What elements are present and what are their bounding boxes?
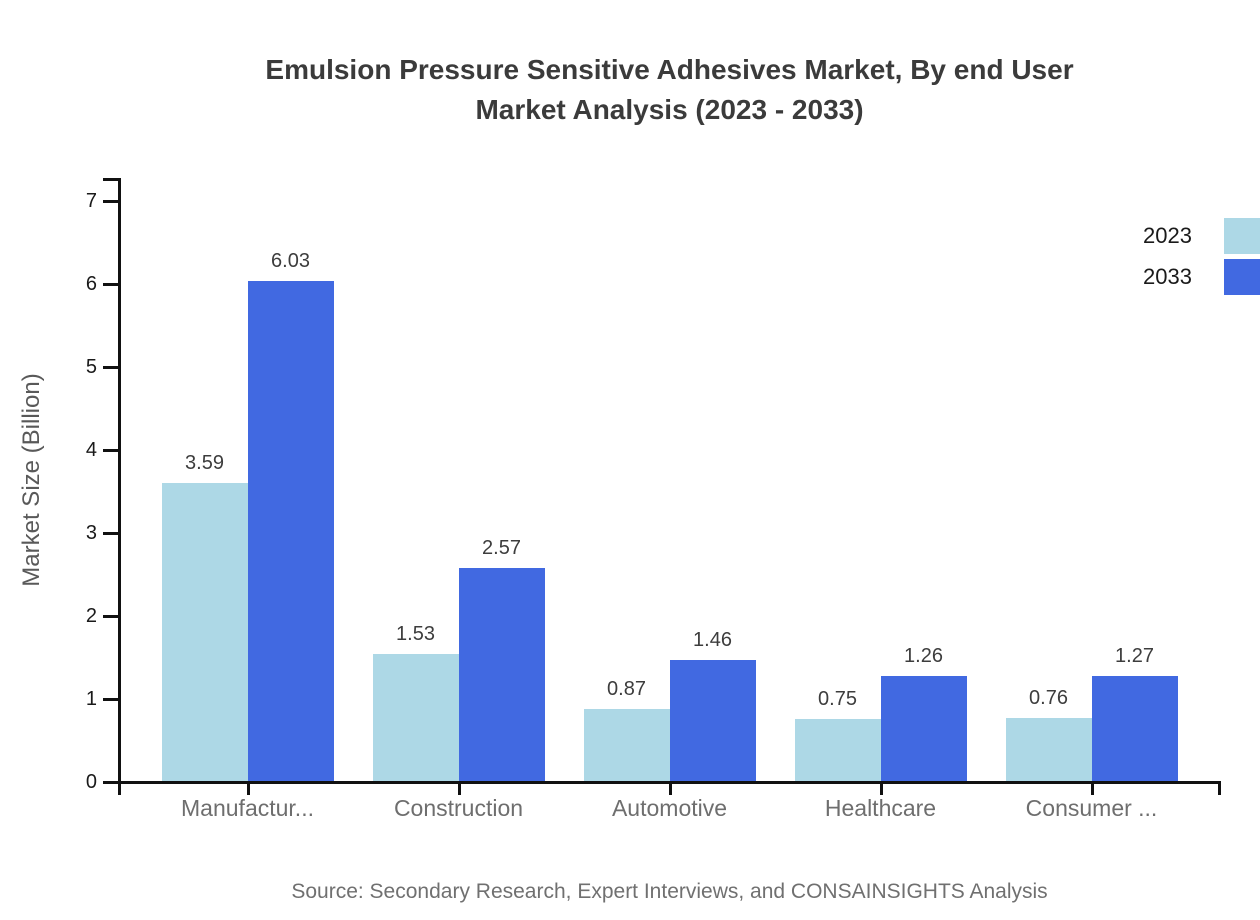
y-axis-tick-0 bbox=[103, 781, 118, 784]
bar-2033-consumer bbox=[1091, 675, 1178, 781]
bar-2033-automotive bbox=[669, 659, 756, 781]
y-axis-line bbox=[118, 178, 121, 795]
chart-title-line1: Emulsion Pressure Sensitive Adhesives Ma… bbox=[265, 54, 1074, 85]
chart-title-line2: Market Analysis (2023 - 2033) bbox=[475, 94, 864, 125]
x-axis-tick-automotive bbox=[668, 784, 672, 795]
bar-value-label-2023-healthcare: 0.75 bbox=[818, 687, 857, 710]
bar-value-label-2033-consumer: 1.27 bbox=[1115, 644, 1154, 667]
category-label-manufactur: Manufactur... bbox=[181, 795, 314, 821]
y-axis-end-cap bbox=[103, 178, 118, 181]
bar-value-label-2023-automotive: 0.87 bbox=[607, 677, 646, 700]
category-label-automotive: Automotive bbox=[611, 795, 728, 821]
legend-item-2023: 2023 bbox=[1143, 218, 1260, 254]
y-tick-label-7: 7 bbox=[85, 190, 97, 212]
y-axis-tick-2 bbox=[103, 615, 118, 618]
x-axis-line bbox=[118, 781, 1221, 784]
legend-label-2033: 2033 bbox=[1143, 264, 1192, 289]
bar-value-label-2023-manufactur: 3.59 bbox=[185, 452, 224, 475]
legend-item-2033: 2033 bbox=[1143, 259, 1260, 295]
legend-label-2023: 2023 bbox=[1143, 223, 1192, 248]
bar-2033-manufactur bbox=[247, 280, 334, 781]
y-axis-tick-5 bbox=[103, 366, 118, 369]
y-tick-label-1: 1 bbox=[85, 688, 97, 710]
legend-swatch-2033 bbox=[1224, 259, 1260, 295]
y-axis-tick-1 bbox=[103, 698, 118, 701]
y-axis-title: Market Size (Billion) bbox=[18, 373, 45, 587]
bar-value-label-2033-healthcare: 1.26 bbox=[904, 645, 943, 668]
y-tick-label-3: 3 bbox=[85, 522, 97, 544]
bar-2023-manufactur bbox=[161, 483, 248, 781]
x-axis-tick-construction bbox=[457, 784, 461, 795]
x-axis-tick-manufactur bbox=[246, 784, 250, 795]
y-tick-label-4: 4 bbox=[85, 439, 97, 461]
bar-2033-construction bbox=[458, 567, 545, 781]
legend: 2023 2033 bbox=[1143, 218, 1260, 295]
category-label-healthcare: Healthcare bbox=[824, 795, 937, 821]
y-axis-tick-3 bbox=[103, 532, 118, 535]
y-tick-label-0: 0 bbox=[85, 771, 97, 793]
category-label-consumer: Consumer ... bbox=[1025, 795, 1158, 821]
bar-2023-healthcare bbox=[794, 718, 881, 781]
category-label-construction: Construction bbox=[393, 795, 524, 821]
x-axis-end-cap bbox=[1218, 781, 1221, 795]
bar-value-label-2023-construction: 1.53 bbox=[396, 623, 435, 645]
x-axis-tick-healthcare bbox=[879, 784, 883, 795]
bar-value-label-2033-manufactur: 6.03 bbox=[271, 249, 310, 272]
bar-2033-healthcare bbox=[880, 676, 967, 781]
y-axis-tick-7 bbox=[103, 200, 118, 203]
bar-value-label-2033-construction: 2.57 bbox=[482, 536, 521, 559]
y-tick-label-2: 2 bbox=[85, 605, 97, 627]
legend-swatch-2023 bbox=[1224, 218, 1260, 254]
bar-value-label-2023-consumer: 0.76 bbox=[1029, 686, 1068, 709]
bar-value-label-2033-automotive: 1.46 bbox=[693, 628, 732, 651]
y-tick-label-6: 6 bbox=[85, 273, 97, 295]
y-tick-label-5: 5 bbox=[85, 356, 97, 378]
bar-2023-consumer bbox=[1005, 717, 1092, 781]
bar-2023-construction bbox=[372, 654, 459, 781]
y-axis-tick-6 bbox=[103, 283, 118, 286]
source-note: Source: Secondary Research, Expert Inter… bbox=[291, 880, 1048, 903]
y-axis-tick-4 bbox=[103, 449, 118, 452]
bar-2023-automotive bbox=[583, 708, 670, 781]
chart-title: Emulsion Pressure Sensitive Adhesives Ma… bbox=[118, 50, 1221, 130]
x-axis-tick-consumer bbox=[1090, 784, 1094, 795]
